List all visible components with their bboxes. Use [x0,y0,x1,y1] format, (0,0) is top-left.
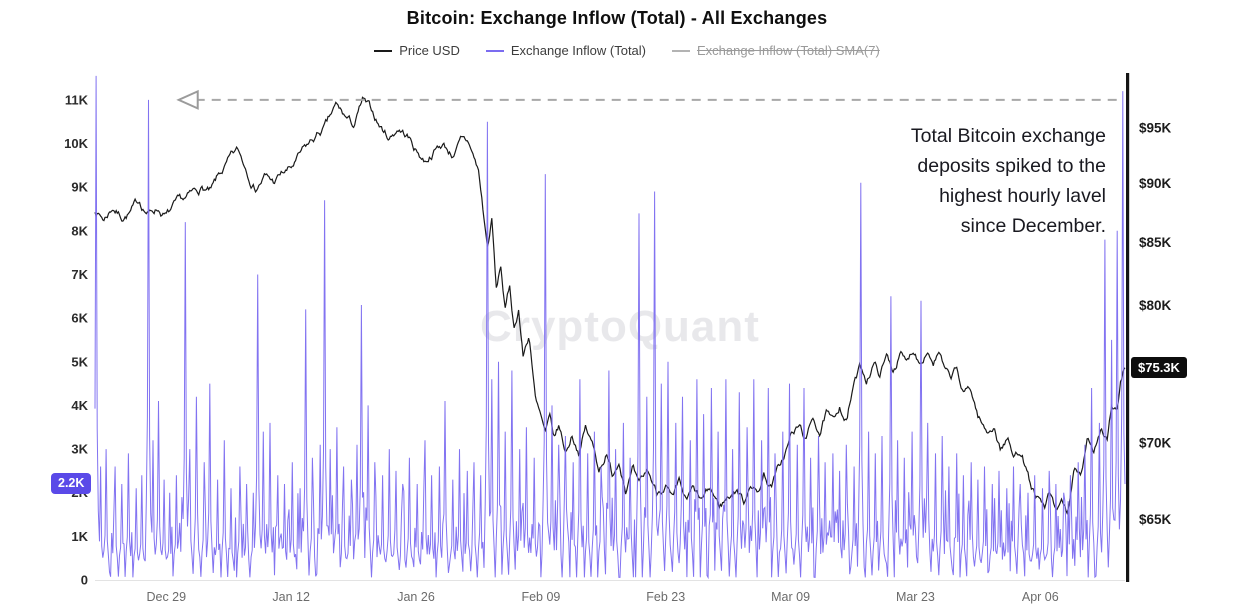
left-axis-tick: 8K [71,223,88,238]
legend-item-exchange-inflow[interactable]: Exchange Inflow (Total) [485,43,646,58]
x-axis-tick: Dec 29 [146,590,186,604]
x-axis-tick: Mar 09 [771,590,810,604]
price-last-badge: $75.3K [1131,356,1187,379]
left-axis-tick: 9K [71,180,88,195]
left-axis-tick: 0 [81,573,88,588]
left-axis-tick: 3K [71,442,88,457]
sma-line-swatch-icon [672,49,690,52]
watermark-text: CryptoQuant [480,302,760,351]
right-axis-tick: $65K [1139,512,1172,527]
price-axis-line [1126,73,1130,582]
price-line-swatch-icon [374,49,393,52]
left-axis-tick: 7K [71,267,88,282]
legend-item-inflow-sma7[interactable]: Exchange Inflow (Total) SMA(7) [672,43,880,58]
x-axis-tick: Jan 26 [397,590,435,604]
chart-title: Bitcoin: Exchange Inflow (Total) - All E… [406,8,828,28]
legend-label-inflow-sma7: Exchange Inflow (Total) SMA(7) [697,43,880,58]
left-axis-tick: 10K [64,136,88,151]
x-axis-tick: Feb 09 [521,590,560,604]
left-axis-tick: 4K [71,398,88,413]
left-axis-tick: 1K [71,529,88,544]
right-axis-tick: $80K [1139,298,1172,313]
annotation-text: Total Bitcoin exchange deposits spiked t… [910,125,1106,237]
x-axis-tick: Mar 23 [896,590,935,604]
legend-label-price-usd: Price USD [399,43,460,58]
left-axis-tick: 11K [65,92,89,107]
right-axis-tick: $90K [1139,176,1172,191]
left-axis-tick: 6K [71,311,88,326]
legend-item-price-usd[interactable]: Price USD [374,43,460,58]
x-axis-tick: Feb 23 [646,590,685,604]
x-axis-tick: Jan 12 [272,590,310,604]
right-axis-tick: $95K [1139,120,1172,135]
right-axis-tick: $85K [1139,235,1172,250]
legend-label-exchange-inflow: Exchange Inflow (Total) [510,43,646,58]
inflow-last-badge: 2.2K [51,472,92,494]
inflow-line-swatch-icon [485,49,504,52]
legend: Price USD Exchange Inflow (Total) Exchan… [0,43,1254,58]
reference-arrow-icon [176,89,199,110]
left-axis-tick: 5K [71,354,88,369]
right-axis-tick: $70K [1139,436,1172,451]
x-axis-tick: Apr 06 [1022,590,1059,604]
inflow-series-line [94,75,1126,580]
